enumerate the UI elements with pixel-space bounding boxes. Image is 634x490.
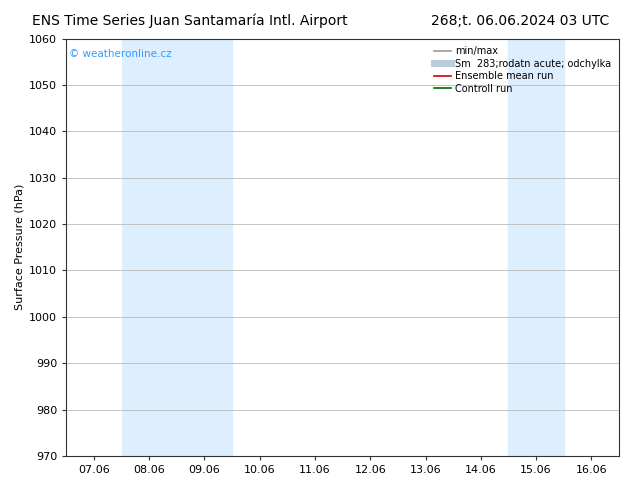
- Text: © weatheronline.cz: © weatheronline.cz: [69, 49, 172, 59]
- Text: ENS Time Series Juan Santamaría Intl. Airport: ENS Time Series Juan Santamaría Intl. Ai…: [32, 14, 348, 28]
- Legend: min/max, Sm  283;rodatn acute; odchylka, Ensemble mean run, Controll run: min/max, Sm 283;rodatn acute; odchylka, …: [430, 44, 614, 97]
- Y-axis label: Surface Pressure (hPa): Surface Pressure (hPa): [15, 184, 25, 311]
- Text: 268;t. 06.06.2024 03 UTC: 268;t. 06.06.2024 03 UTC: [430, 14, 609, 28]
- Bar: [122, 39, 232, 456]
- Bar: [508, 39, 564, 456]
